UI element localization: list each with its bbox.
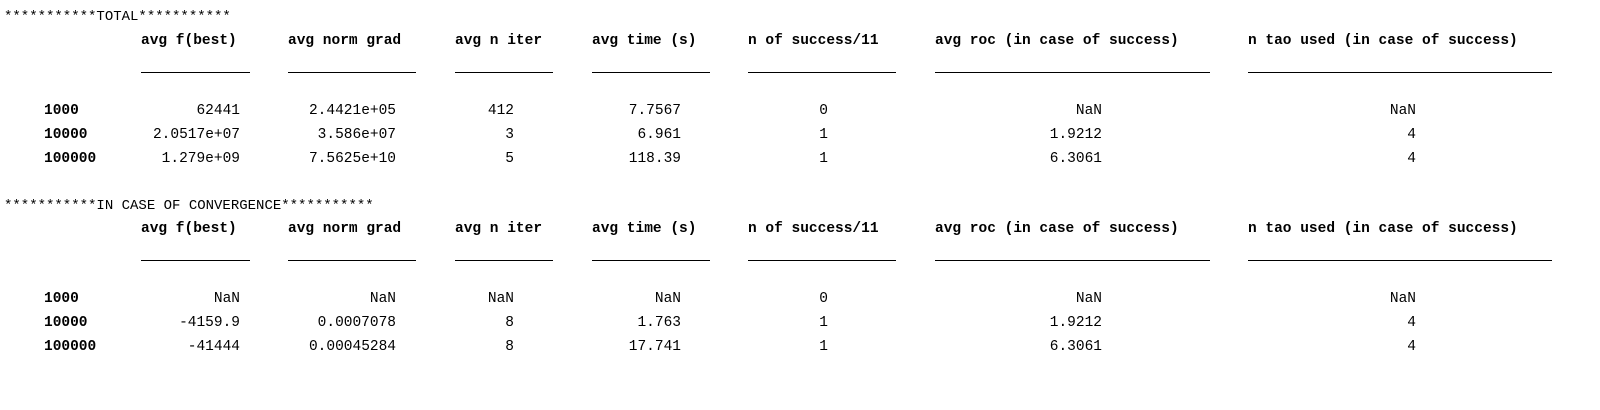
cell-avg-norm-grad: 7.5625e+10 (308, 151, 396, 167)
row-label: 100000 (44, 339, 97, 355)
cell-avg-f-best: NaN (213, 291, 240, 307)
cell-avg-f-best: -4159.9 (179, 315, 240, 331)
header-underline (455, 260, 553, 261)
cell-avg-time: 1.763 (637, 315, 681, 331)
cell-avg-time: 17.741 (628, 339, 681, 355)
cell-avg-roc: NaN (1075, 103, 1102, 119)
column-header-n-tao-used: n tao used (in case of success) (1248, 33, 1518, 49)
cell-n-success: 0 (819, 291, 828, 307)
cell-avg-n-iter: 412 (487, 103, 514, 119)
cell-n-tao-used: 4 (1407, 339, 1416, 355)
column-header-avg-norm-grad: avg norm grad (288, 33, 402, 49)
column-header-avg-time: avg time (s) (592, 33, 697, 49)
column-header-avg-n-iter: avg n iter (455, 221, 543, 237)
cell-avg-n-iter: 3 (505, 127, 514, 143)
cell-n-tao-used: 4 (1407, 315, 1416, 331)
column-header-avg-n-iter: avg n iter (455, 33, 543, 49)
section-title: ***********IN CASE OF CONVERGENCE*******… (4, 198, 374, 214)
cell-avg-norm-grad: NaN (369, 291, 396, 307)
column-header-n-success: n of success/11 (748, 221, 879, 237)
cell-avg-n-iter: 8 (505, 339, 514, 355)
header-underline (141, 72, 250, 73)
cell-avg-f-best: 1.279e+09 (161, 151, 240, 167)
cell-avg-norm-grad: 0.0007078 (317, 315, 396, 331)
cell-avg-time: 6.961 (637, 127, 681, 143)
header-underline (141, 260, 250, 261)
header-underline (935, 72, 1210, 73)
cell-avg-f-best: 2.0517e+07 (152, 127, 240, 143)
column-header-n-success: n of success/11 (748, 33, 879, 49)
row-label: 10000 (44, 315, 88, 331)
cell-avg-norm-grad: 0.00045284 (308, 339, 396, 355)
cell-avg-time: 7.7567 (628, 103, 681, 119)
cell-avg-norm-grad: 3.586e+07 (317, 127, 396, 143)
header-underline (592, 72, 710, 73)
header-underline (748, 260, 896, 261)
row-label: 10000 (44, 127, 88, 143)
cell-n-tao-used: 4 (1407, 127, 1416, 143)
cell-n-success: 1 (819, 127, 828, 143)
cell-avg-n-iter: 8 (505, 315, 514, 331)
header-underline (288, 260, 416, 261)
cell-avg-roc: NaN (1075, 291, 1102, 307)
cell-avg-time: 118.39 (628, 151, 681, 167)
cell-avg-roc: 6.3061 (1049, 151, 1102, 167)
column-header-avg-roc: avg roc (in case of success) (935, 221, 1179, 237)
cell-avg-time: NaN (654, 291, 681, 307)
column-header-n-tao-used: n tao used (in case of success) (1248, 221, 1518, 237)
cell-avg-norm-grad: 2.4421e+05 (308, 103, 396, 119)
header-underline (455, 72, 553, 73)
cell-n-success: 1 (819, 315, 828, 331)
row-label: 1000 (44, 103, 79, 119)
header-underline (1248, 72, 1552, 73)
cell-n-tao-used: NaN (1389, 103, 1416, 119)
header-underline (592, 260, 710, 261)
cell-avg-roc: 6.3061 (1049, 339, 1102, 355)
cell-avg-roc: 1.9212 (1049, 315, 1102, 331)
row-label: 100000 (44, 151, 97, 167)
column-header-avg-roc: avg roc (in case of success) (935, 33, 1179, 49)
cell-avg-n-iter: NaN (487, 291, 514, 307)
column-header-avg-f-best: avg f(best) (141, 221, 237, 237)
header-underline (935, 260, 1210, 261)
header-underline (1248, 260, 1552, 261)
header-underline (288, 72, 416, 73)
column-header-avg-f-best: avg f(best) (141, 33, 237, 49)
column-header-avg-norm-grad: avg norm grad (288, 221, 402, 237)
cell-avg-f-best: -41444 (187, 339, 240, 355)
cell-avg-f-best: 62441 (196, 103, 240, 119)
cell-n-success: 1 (819, 339, 828, 355)
cell-n-success: 1 (819, 151, 828, 167)
header-underline (748, 72, 896, 73)
section-title: ***********TOTAL*********** (4, 9, 231, 25)
cell-avg-roc: 1.9212 (1049, 127, 1102, 143)
cell-avg-n-iter: 5 (505, 151, 514, 167)
column-header-avg-time: avg time (s) (592, 221, 697, 237)
cell-n-tao-used: 4 (1407, 151, 1416, 167)
row-label: 1000 (44, 291, 79, 307)
cell-n-success: 0 (819, 103, 828, 119)
cell-n-tao-used: NaN (1389, 291, 1416, 307)
